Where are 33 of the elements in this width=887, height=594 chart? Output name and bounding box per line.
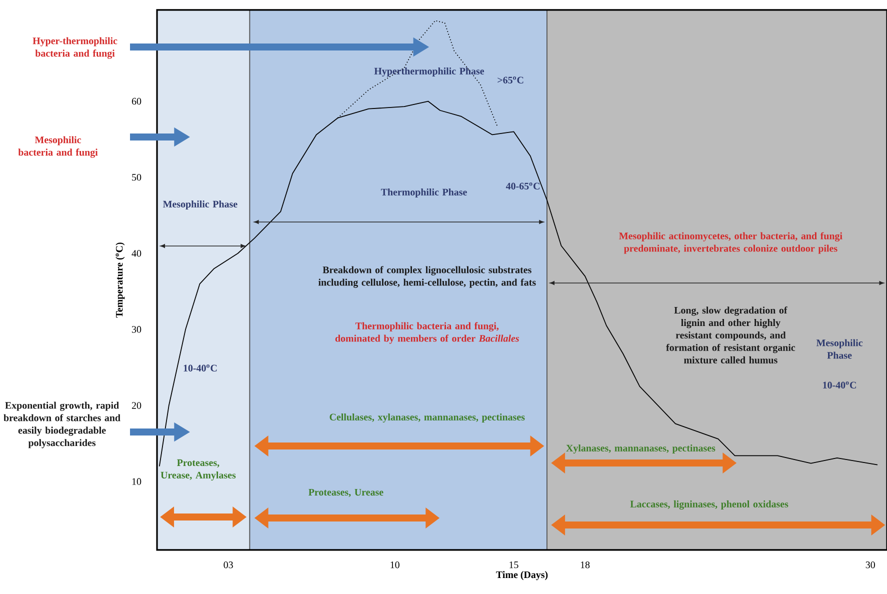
annotation: Cellulases, xylanases, mannanases, pectinases	[330, 413, 525, 423]
y-axis-title: Temperature ($^{o}$C)	[116, 242, 125, 318]
annotation: Hyperthermophilic Phase	[374, 67, 484, 77]
annotation: 10-40$^{o}$C	[184, 364, 217, 372]
annotation: Thermophilic Phase	[380, 188, 467, 198]
x-tick-label: 03	[224, 562, 233, 568]
annotation: 40-65$^{o}$C	[506, 182, 540, 190]
annotation: Xylanases, mannanases, pectinases	[566, 444, 716, 454]
annotation: Breakdown of complex lignocellulosic substrates including cellulose, hemi-cellulose, pectin, and fats	[318, 266, 536, 288]
y-tick-label: 50	[132, 174, 142, 181]
annotation: Mesophilic Phase	[816, 339, 863, 359]
x-tick-label: 18	[580, 562, 590, 568]
text: Hyper-thermophilic bacteria and fungi	[32, 37, 118, 59]
x-tick-label: 30	[866, 562, 875, 568]
x-tick-label: 15	[510, 562, 518, 568]
annotation: Laccases, ligninases, phenol oxidases	[630, 500, 788, 510]
annotation: Mesophilic actinomycetes, other bacteria, and fungi predominate, invertebrates colonize outdoor piles	[619, 232, 842, 254]
annotation: Proteases, Urease	[308, 488, 384, 498]
x-axis-title: Time (Days)	[496, 571, 548, 580]
annotation: Mesophilic Phase	[163, 200, 238, 210]
annotation: >65$^{o}$C	[498, 76, 524, 84]
y-tick-label: 40	[132, 250, 142, 257]
text: Exponential growth, rapid breakdown of starches and easily biodegradable polysaccharides	[4, 402, 120, 448]
annotation: Long, slow degradation of lignin and other highly resistant compounds, and formation of resistant organic mixture called humus	[666, 306, 796, 364]
y-tick-label: 30	[132, 326, 142, 333]
annotation: 10-40$^{o}$C	[823, 381, 856, 388]
annotation: Thermophilic bacteria and fungi, dominated by members of order Bacillales	[335, 322, 519, 344]
x-tick-label: 10	[390, 562, 400, 568]
y-tick-label: 10	[132, 478, 142, 485]
y-tick-label: 60	[132, 98, 142, 105]
text: Mesophilic bacteria and fungi	[18, 136, 98, 158]
annotation: Proteases, Urease, Amylases	[160, 459, 236, 481]
y-tick-label: 20	[132, 402, 142, 409]
